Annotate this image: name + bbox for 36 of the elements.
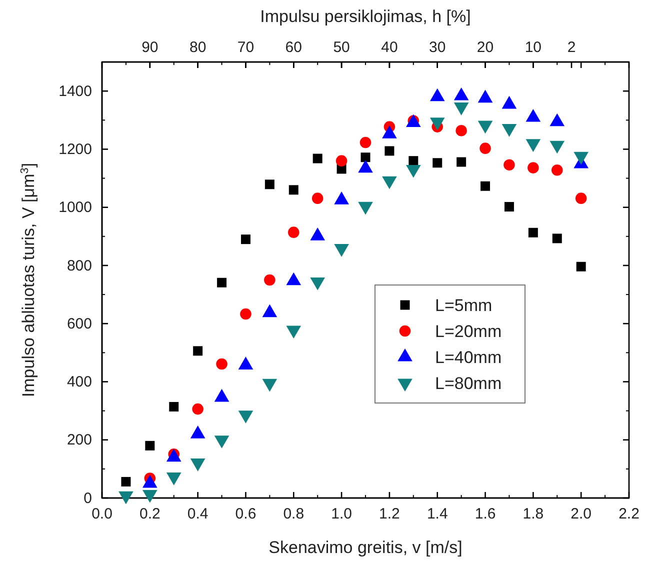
x-tick-label: 0.2 xyxy=(139,506,160,523)
x-tick-label: 1.2 xyxy=(379,506,400,523)
x-tick-label: 0.4 xyxy=(187,506,208,523)
y-tick-label: 1200 xyxy=(58,141,92,158)
x2-axis-title: Impulsu persiklojimas, h [%] xyxy=(260,7,471,26)
x-tick-label: 0.0 xyxy=(92,506,112,523)
x2-tick-label: 40 xyxy=(381,39,398,56)
x-axis-title: Skenavimo greitis, v [m/s] xyxy=(268,538,462,557)
x2-tick-label: 60 xyxy=(285,39,302,56)
x2-tick-label: 20 xyxy=(476,39,494,56)
x-tick-label: 0.8 xyxy=(283,506,304,523)
x2-tick-label: 80 xyxy=(189,39,206,56)
legend-label: L=5mm xyxy=(435,296,492,315)
y-tick-label: 600 xyxy=(66,315,92,332)
x2-tick-label: 90 xyxy=(142,39,158,56)
legend-label: L=40mm xyxy=(435,348,502,367)
legend-label: L=80mm xyxy=(435,374,502,393)
legend-label: L=20mm xyxy=(435,322,502,341)
x2-tick-label: 50 xyxy=(333,39,350,56)
x-tick-label: 1.8 xyxy=(522,506,544,523)
x-tick-label: 1.6 xyxy=(474,506,496,523)
y-tick-label: 1000 xyxy=(58,199,92,216)
y-tick-label: 1400 xyxy=(58,82,92,100)
x-tick-label: 2.0 xyxy=(570,506,592,523)
x-tick-label: 0.6 xyxy=(235,506,256,523)
y-tick-label: 200 xyxy=(66,432,92,449)
x2-tick-label: 10 xyxy=(524,39,542,56)
y-tick-label: 400 xyxy=(66,374,92,391)
x2-tick-label: 2 xyxy=(567,39,576,56)
x-tick-label: 2.2 xyxy=(618,506,640,523)
y-tick-label: 0 xyxy=(84,490,92,507)
x-tick-label: 1.4 xyxy=(426,506,448,523)
x2-tick-label: 30 xyxy=(429,39,446,56)
x-tick-label: 1.0 xyxy=(331,506,352,523)
y-tick-label: 800 xyxy=(66,257,92,274)
x2-tick-label: 70 xyxy=(237,39,254,56)
